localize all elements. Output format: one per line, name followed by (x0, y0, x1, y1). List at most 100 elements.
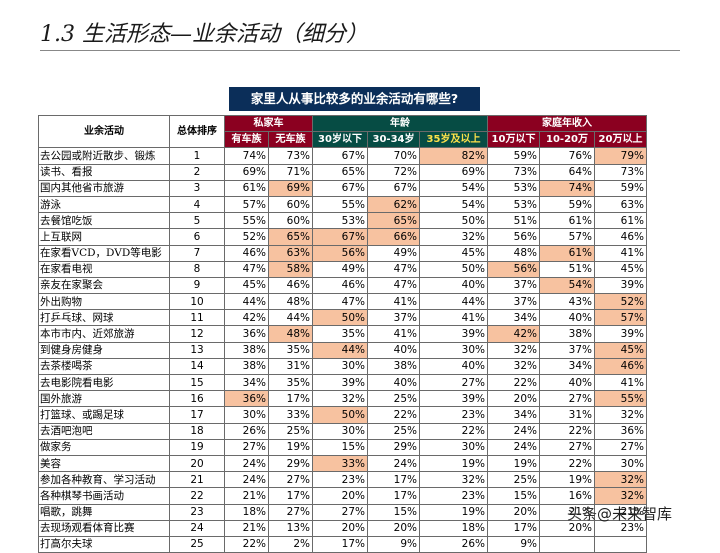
value-cell: 40% (539, 309, 595, 327)
value-cell: 56% (312, 244, 368, 262)
value-cell: 30% (419, 438, 488, 456)
header-income-under-10w: 10万以下 (487, 131, 540, 149)
value-cell: 17% (312, 535, 368, 553)
rank-cell: 13 (169, 341, 225, 359)
value-cell: 36% (224, 390, 269, 408)
value-cell: 39% (419, 390, 488, 408)
value-cell: 38% (224, 341, 269, 359)
value-cell: 49% (312, 260, 368, 278)
value-cell: 57% (224, 195, 269, 214)
value-cell: 17% (268, 390, 313, 408)
value-cell: 22% (419, 422, 488, 440)
value-cell: 37% (539, 341, 595, 359)
value-cell: 21% (224, 519, 269, 537)
value-cell: 45% (419, 244, 488, 262)
value-cell: 23% (312, 471, 368, 489)
value-cell: 35% (268, 373, 313, 392)
table-row: 在家看VCD，DVD等电影 7 46% 63% 56% 49% 45% 48% 61% 41% (38, 244, 647, 262)
value-cell: 32% (419, 471, 488, 489)
value-cell: 38% (224, 357, 269, 376)
header-car-owner: 有车族 (224, 131, 269, 149)
activity-cell: 上互联网 (38, 228, 170, 246)
value-cell: 53% (487, 179, 540, 197)
value-cell: 54% (539, 276, 595, 295)
table-row: 读书、看报 2 69% 71% 65% 72% 69% 73% 64% 73% (38, 163, 647, 181)
value-cell: 59% (539, 195, 595, 214)
rank-cell: 20 (169, 454, 225, 473)
value-cell: 27% (268, 471, 313, 489)
value-cell: 79% (594, 147, 647, 165)
value-cell: 27% (419, 373, 488, 392)
value-cell: 17% (268, 487, 313, 505)
value-cell: 31% (539, 406, 595, 424)
value-cell: 40% (539, 373, 595, 392)
value-cell: 39% (594, 325, 647, 343)
value-cell: 46% (312, 276, 368, 295)
value-cell: 48% (268, 293, 313, 311)
value-cell: 66% (367, 228, 420, 246)
activity-cell: 亲友在家聚会 (38, 276, 170, 295)
value-cell: 60% (268, 195, 313, 214)
value-cell: 74% (224, 147, 269, 165)
value-cell: 57% (594, 309, 647, 327)
value-cell: 65% (268, 228, 313, 246)
value-cell: 15% (367, 503, 420, 521)
value-cell: 29% (367, 438, 420, 456)
value-cell: 2% (268, 535, 313, 553)
value-cell: 19% (539, 471, 595, 489)
value-cell: 23% (419, 487, 488, 505)
activity-cell: 去电影院看电影 (38, 373, 170, 392)
value-cell: 22% (224, 535, 269, 553)
value-cell: 67% (367, 179, 420, 197)
table-row: 去茶楼喝茶 14 38% 31% 30% 38% 40% 32% 34% 46% (38, 357, 647, 376)
watermark-prefix: 头条 (567, 505, 598, 523)
activity-cell: 国内其他省市旅游 (38, 179, 170, 197)
value-cell: 56% (487, 260, 540, 278)
rank-cell: 17 (169, 406, 225, 424)
value-cell: 50% (312, 309, 368, 327)
value-cell: 38% (367, 357, 420, 376)
value-cell: 9% (367, 535, 420, 553)
table-row: 打篮球、或踢足球 17 30% 33% 50% 22% 23% 34% 31% 32% (38, 406, 647, 424)
table-row: 美容 20 24% 29% 33% 24% 19% 19% 22% 30% (38, 454, 647, 473)
value-cell: 30% (312, 357, 368, 376)
watermark-text: @未来智库 (597, 505, 673, 523)
table-row: 到健身房健身 13 38% 35% 44% 40% 30% 32% 37% 45% (38, 341, 647, 359)
value-cell: 47% (367, 276, 420, 295)
value-cell: 50% (312, 406, 368, 424)
value-cell: 18% (224, 503, 269, 521)
value-cell: 27% (268, 503, 313, 521)
value-cell: 29% (268, 454, 313, 473)
header-group-car: 私家车 (224, 114, 313, 133)
value-cell: 47% (312, 293, 368, 311)
value-cell: 61% (539, 244, 595, 262)
value-cell: 46% (594, 357, 647, 376)
watermark: 头条@未来智库 (567, 503, 672, 524)
activity-cell: 美容 (38, 454, 170, 473)
value-cell: 20% (312, 487, 368, 505)
value-cell: 20% (312, 519, 368, 537)
value-cell: 25% (268, 422, 313, 440)
value-cell: 25% (487, 471, 540, 489)
value-cell: 27% (539, 438, 595, 456)
value-cell: 52% (224, 228, 269, 246)
table-body: 去公园或附近散步、锻炼 1 74% 73% 67% 70% 82% 59% 76% 79% 读书、看… (38, 147, 647, 553)
table-row: 本市市内、近郊旅游 12 36% 48% 35% 41% 39% 42% 38% 39% (38, 325, 647, 343)
value-cell: 19% (487, 454, 540, 473)
value-cell: 27% (224, 438, 269, 456)
value-cell: 50% (419, 212, 488, 230)
value-cell: 54% (419, 179, 488, 197)
table-row: 各种棋琴书画活动 22 21% 17% 20% 17% 23% 15% 16% 32% (38, 487, 647, 505)
value-cell: 65% (312, 163, 368, 181)
activity-table: 业余活动 总体排序 私家车 年龄 家庭年收入 有车族 无车族 30岁以下 30-… (38, 114, 647, 553)
table-row: 做家务 19 27% 19% 15% 29% 30% 24% 27% 27% (38, 438, 647, 456)
value-cell: 60% (268, 212, 313, 230)
activity-cell: 去茶楼喝茶 (38, 357, 170, 376)
value-cell: 48% (487, 244, 540, 262)
rank-cell: 2 (169, 163, 225, 181)
rank-cell: 23 (169, 503, 225, 521)
rank-cell: 16 (169, 390, 225, 408)
value-cell: 53% (487, 195, 540, 214)
table-row: 国外旅游 16 36% 17% 32% 25% 39% 20% 27% 55% (38, 390, 647, 408)
header-rank: 总体排序 (169, 114, 225, 149)
